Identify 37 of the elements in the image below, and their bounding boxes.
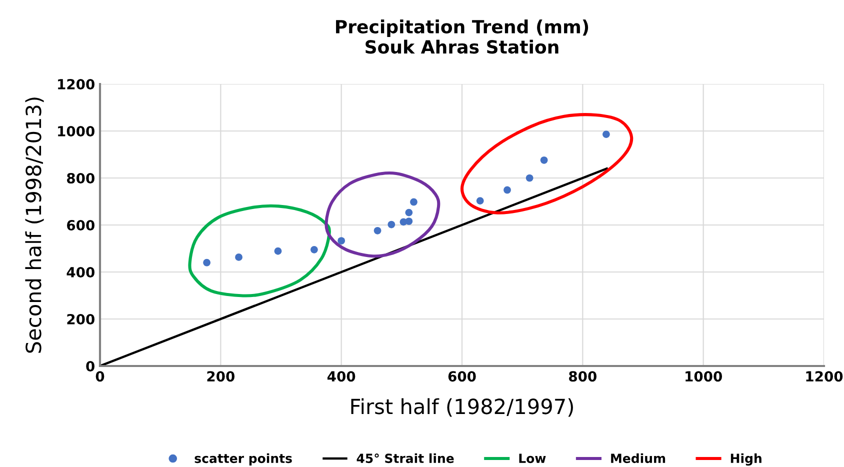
chart-title: Precipitation Trend (mm) Souk Ahras Station — [336, 20, 588, 54]
legend-label: scatter points — [194, 453, 292, 466]
x-axis-title: First half (1982/1997) — [351, 398, 573, 417]
x-tick-label: 0 — [96, 371, 104, 382]
x-tick-label: 1200 — [806, 371, 843, 382]
text: Low — [519, 454, 546, 464]
y-tick-label: 800 — [66, 172, 94, 184]
text: High — [730, 453, 762, 466]
point — [602, 130, 610, 138]
point — [405, 208, 413, 216]
point — [203, 258, 210, 266]
x-tick-label: 200 — [207, 371, 234, 382]
y-tick-label: 0 — [86, 360, 94, 372]
point — [274, 247, 282, 255]
text: Medium — [611, 453, 666, 464]
point — [235, 254, 242, 261]
y-tick-label: 1200 — [58, 78, 94, 90]
x-tick-label: 1000 — [686, 371, 722, 382]
point — [476, 197, 484, 204]
point — [526, 174, 534, 182]
point — [338, 237, 346, 244]
y-tick-label: 1000 — [58, 126, 94, 136]
x-tick-label: 800 — [569, 371, 596, 382]
point — [388, 220, 396, 228]
point — [405, 218, 413, 225]
y-tick-label: 400 — [66, 266, 94, 278]
point — [540, 156, 548, 164]
y-tick-label: 600 — [67, 220, 94, 230]
y-tick-label: 200 — [67, 314, 94, 324]
point — [310, 246, 318, 254]
legend-label: 45° Strait line — [356, 453, 454, 464]
point — [410, 198, 418, 206]
x-tick-label: 400 — [327, 371, 356, 382]
x-tick-label: 600 — [448, 371, 476, 382]
point — [504, 186, 511, 194]
y-axis-title: Second half (1998/2013) — [25, 98, 44, 353]
point — [374, 226, 382, 234]
